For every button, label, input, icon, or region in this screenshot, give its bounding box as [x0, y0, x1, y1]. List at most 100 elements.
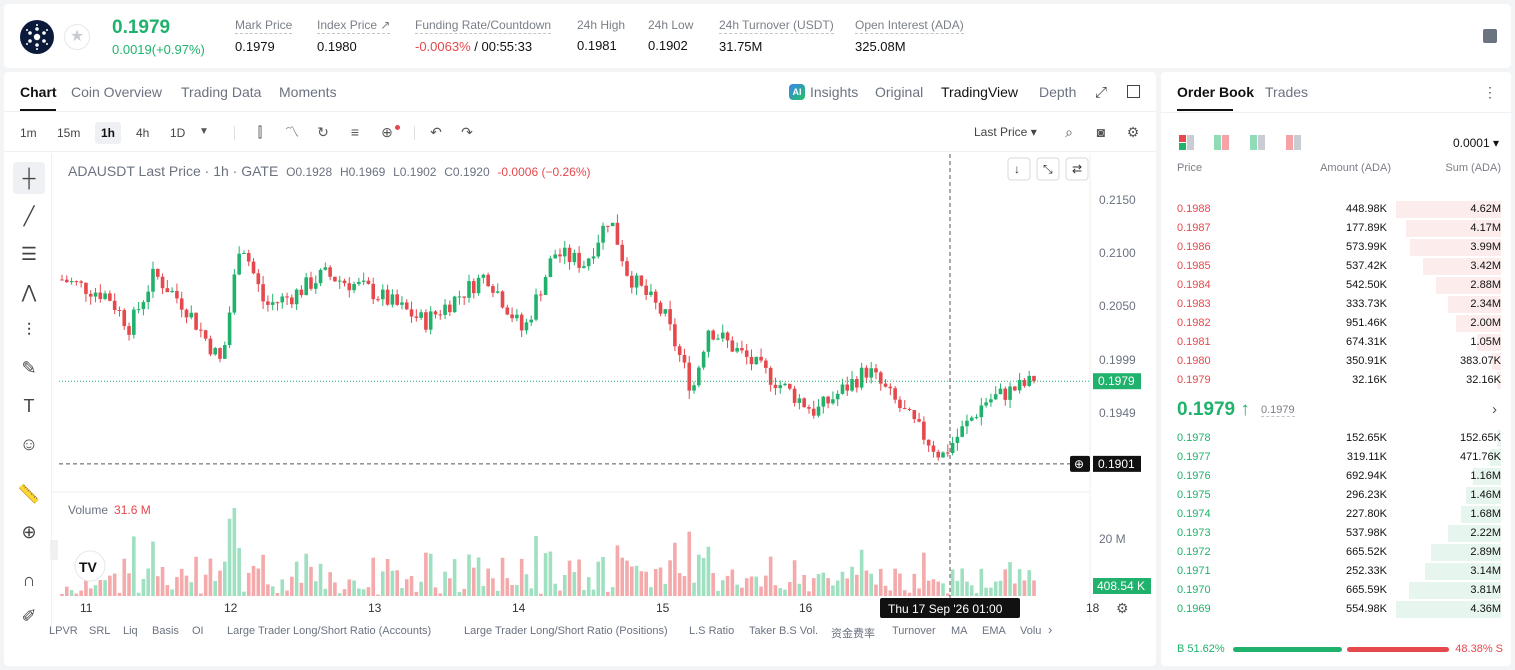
- volume-bar: [112, 573, 117, 596]
- replay-icon[interactable]: ↻: [317, 124, 329, 140]
- timeframe-1m[interactable]: 1m: [20, 126, 37, 140]
- indicator-basis[interactable]: Basis: [152, 625, 179, 637]
- pattern-icon[interactable]: ⋀: [21, 282, 37, 302]
- bid-row[interactable]: 0.1973 537.98K 2.22M: [1161, 524, 1511, 543]
- bid-row[interactable]: 0.1970 665.59K 3.81M: [1161, 581, 1511, 600]
- tab-order-book[interactable]: Order Book: [1177, 84, 1255, 100]
- tab-trades[interactable]: Trades: [1265, 84, 1309, 100]
- more-options-icon[interactable]: ⋮: [1483, 84, 1497, 100]
- indicator-ls-ratio[interactable]: L.S Ratio: [689, 625, 735, 637]
- order-price: 0.1988: [1177, 203, 1211, 215]
- indicator-volume[interactable]: Volu: [1020, 625, 1042, 637]
- templates-icon[interactable]: ≡: [350, 124, 360, 140]
- candlestick-chart[interactable]: 0.2150 0.2100 0.2050 0.1999 0.1949 20 M 0.1979…: [4, 72, 1156, 666]
- indicator-funding-rate[interactable]: 资金费率: [831, 628, 875, 640]
- candle-body: [778, 385, 783, 389]
- tab-tradingview[interactable]: TradingView: [941, 84, 1019, 100]
- guide-book-icon[interactable]: [1483, 29, 1497, 43]
- timeframe-15m[interactable]: 15m: [57, 126, 81, 140]
- magnet-icon[interactable]: ∩: [22, 570, 36, 590]
- volume-bar: [84, 566, 88, 596]
- indicator-ltlsr-positions[interactable]: Large Trader Long/Short Ratio (Positions…: [464, 625, 668, 637]
- candle-body: [69, 281, 74, 283]
- indicator-oi[interactable]: OI: [192, 625, 204, 637]
- candle-body: [433, 311, 438, 315]
- indicator-srl[interactable]: SRL: [89, 625, 111, 637]
- indicator-liq[interactable]: Liq: [123, 625, 138, 637]
- bid-row[interactable]: 0.1974 227.80K 1.68M: [1161, 505, 1511, 524]
- time-tick-label: 15: [656, 601, 670, 615]
- bid-row[interactable]: 0.1978 152.65K 152.65K: [1161, 429, 1511, 448]
- indicator-taker-bs[interactable]: Taker B.S Vol.: [749, 625, 819, 637]
- timeframe-dropdown-icon[interactable]: ▼: [199, 126, 209, 137]
- zoom-in-icon[interactable]: ⊕: [21, 522, 37, 542]
- candle-type-icon[interactable]: ⫿: [257, 124, 263, 140]
- bid-row[interactable]: 0.1972 665.52K 2.89M: [1161, 543, 1511, 562]
- bid-row[interactable]: 0.1969 554.98K 4.36M: [1161, 600, 1511, 619]
- bid-row[interactable]: 0.1976 692.94K 1.16M: [1161, 467, 1511, 486]
- camera-icon[interactable]: ◙: [1096, 124, 1106, 140]
- ask-row[interactable]: 0.1987 177.89K 4.17M: [1161, 219, 1511, 238]
- view-both-icon[interactable]: [1179, 135, 1194, 150]
- indicator-ema[interactable]: EMA: [982, 625, 1006, 637]
- timeframe-4h[interactable]: 4h: [136, 126, 150, 140]
- ask-row[interactable]: 0.1988 448.98K 4.62M: [1161, 200, 1511, 219]
- volume-bar: [653, 568, 658, 596]
- tab-moments[interactable]: Moments: [279, 84, 337, 100]
- expand-icon[interactable]: ⤢: [1095, 84, 1108, 101]
- precision-select[interactable]: 0.0001 ▾: [1452, 136, 1499, 150]
- ask-row[interactable]: 0.1984 542.50K 2.88M: [1161, 276, 1511, 295]
- undo-icon[interactable]: ↶: [430, 124, 442, 140]
- price-type-select[interactable]: Last Price ▾: [974, 125, 1037, 139]
- view-bids-icon[interactable]: [1250, 135, 1265, 150]
- indicators-icon[interactable]: 〽: [285, 124, 299, 140]
- settings-gear-icon[interactable]: ⚙: [1126, 124, 1140, 140]
- indicator-ma[interactable]: MA: [951, 625, 968, 637]
- tab-original[interactable]: Original: [875, 84, 924, 100]
- pen-lock-icon[interactable]: ✐: [21, 606, 37, 626]
- fib-icon[interactable]: ⫶: [26, 320, 32, 340]
- favorite-star-icon[interactable]: ★: [64, 24, 90, 50]
- ask-row[interactable]: 0.1981 674.31K 1.05M: [1161, 333, 1511, 352]
- timeframe-1h[interactable]: 1h: [95, 122, 122, 144]
- volume-bar: [802, 574, 806, 596]
- horizontal-lines-icon[interactable]: ☰: [20, 244, 38, 264]
- ask-row[interactable]: 0.1982 951.46K 2.00M: [1161, 314, 1511, 333]
- bid-row[interactable]: 0.1975 296.23K 1.46M: [1161, 486, 1511, 505]
- crosshair-icon[interactable]: ┼: [13, 162, 45, 194]
- tab-depth[interactable]: Depth: [1039, 84, 1077, 100]
- text-icon[interactable]: T: [23, 396, 35, 416]
- bid-row[interactable]: 0.1977 319.11K 471.76K: [1161, 448, 1511, 467]
- redo-icon[interactable]: ↷: [461, 124, 473, 140]
- chevron-right-icon[interactable]: ›: [1048, 622, 1053, 637]
- ask-row[interactable]: 0.1983 333.73K 2.34M: [1161, 295, 1511, 314]
- add-indicator-icon[interactable]: ⊕: [381, 124, 393, 140]
- ruler-icon[interactable]: 📏: [17, 484, 41, 504]
- ask-row[interactable]: 0.1979 32.16K 32.16K: [1161, 371, 1511, 390]
- indicator-ltlsr-accounts[interactable]: Large Trader Long/Short Ratio (Accounts): [227, 625, 432, 637]
- bid-row[interactable]: 0.1971 252.33K 3.14M: [1161, 562, 1511, 581]
- brush-icon[interactable]: ✎: [21, 358, 37, 378]
- ask-row[interactable]: 0.1980 350.91K 383.07K: [1161, 352, 1511, 371]
- timeframe-1d[interactable]: 1D: [170, 126, 186, 140]
- tab-chart[interactable]: Chart: [20, 84, 57, 100]
- last-price: 0.1979: [112, 17, 171, 38]
- emoji-icon[interactable]: ☺: [19, 434, 39, 454]
- indicator-turnover[interactable]: Turnover: [892, 625, 936, 637]
- order-sum: 2.34M: [1470, 298, 1501, 310]
- view-asks-icon[interactable]: [1286, 135, 1301, 150]
- fullscreen-icon[interactable]: [1127, 85, 1140, 98]
- candle-body: [452, 296, 457, 313]
- tab-insights[interactable]: Insights: [810, 84, 859, 100]
- ask-row[interactable]: 0.1985 537.42K 3.42M: [1161, 257, 1511, 276]
- trend-line-icon[interactable]: ╱: [23, 206, 35, 226]
- indicator-lpvr[interactable]: LPVR: [49, 625, 78, 637]
- ask-row[interactable]: 0.1986 573.99K 3.99M: [1161, 238, 1511, 257]
- stat-index-price[interactable]: Index Price ↗ 0.1980: [317, 18, 391, 54]
- tab-coin-overview[interactable]: Coin Overview: [71, 84, 163, 100]
- search-icon[interactable]: ⌕: [1065, 124, 1073, 140]
- candle-body: [328, 267, 332, 277]
- tab-trading-data[interactable]: Trading Data: [181, 84, 262, 100]
- chevron-right-icon[interactable]: ›: [1492, 401, 1497, 418]
- view-split-icon[interactable]: [1214, 135, 1229, 150]
